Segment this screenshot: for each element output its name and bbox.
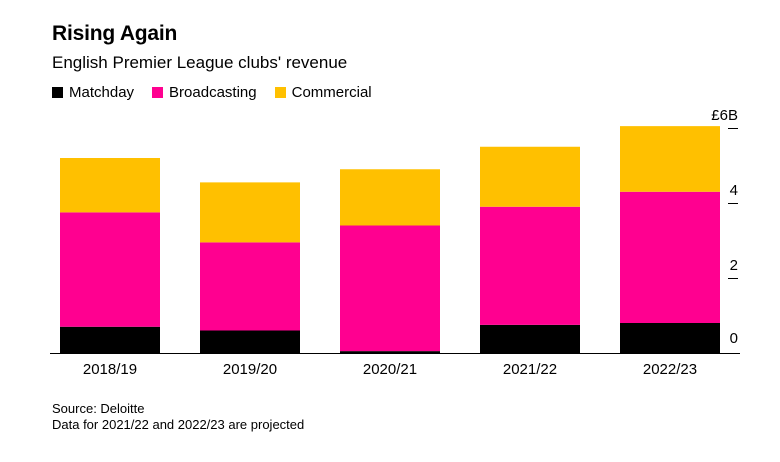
chart-footer: Source: Deloitte Data for 2021/22 and 20… bbox=[52, 401, 304, 433]
bar-matchday-2022-23 bbox=[620, 323, 720, 353]
bar-commercial-2019-20 bbox=[200, 182, 300, 243]
x-tick-label: 2021/22 bbox=[503, 361, 557, 378]
x-tick-label: 2019/20 bbox=[223, 361, 277, 378]
bar-broadcasting-2018-19 bbox=[60, 212, 160, 327]
legend-label-matchday: Matchday bbox=[69, 84, 135, 101]
bar-broadcasting-2019-20 bbox=[200, 242, 300, 331]
legend-swatch-broadcasting bbox=[152, 87, 164, 98]
bar-broadcasting-2020-21 bbox=[340, 225, 440, 352]
legend-item-commercial: Commercial bbox=[274, 84, 372, 101]
chart-title: Rising Again bbox=[52, 22, 178, 45]
y-tick-label: £6B bbox=[711, 107, 738, 124]
chart-subtitle: English Premier League clubs' revenue bbox=[52, 53, 348, 72]
legend-swatch-matchday bbox=[52, 87, 63, 98]
x-tick-label: 2020/21 bbox=[363, 361, 417, 378]
y-tick-label: 0 bbox=[730, 330, 738, 347]
bar-broadcasting-2021-22 bbox=[480, 206, 580, 325]
legend-item-broadcasting: Broadcasting bbox=[152, 84, 257, 101]
y-tick-label: 4 bbox=[730, 182, 738, 199]
bar-commercial-2022-23 bbox=[620, 126, 720, 192]
x-tick-label: 2018/19 bbox=[83, 361, 137, 378]
bar-commercial-2020-21 bbox=[340, 169, 440, 226]
bar-broadcasting-2022-23 bbox=[620, 191, 720, 323]
legend-item-matchday: Matchday bbox=[52, 84, 134, 101]
legend-label-broadcasting: Broadcasting bbox=[169, 84, 257, 101]
bar-commercial-2021-22 bbox=[480, 146, 580, 207]
y-tick-label: 2 bbox=[730, 257, 738, 274]
bar-matchday-2020-21 bbox=[340, 351, 440, 353]
bar-matchday-2021-22 bbox=[480, 324, 580, 353]
bar-commercial-2018-19 bbox=[60, 158, 160, 213]
x-tick-label: 2022/23 bbox=[643, 361, 697, 378]
legend-swatch-commercial bbox=[274, 87, 286, 98]
legend-label-commercial: Commercial bbox=[291, 84, 372, 101]
bar-matchday-2019-20 bbox=[200, 330, 300, 353]
legend: Matchday Broadcasting Commercial bbox=[52, 84, 372, 101]
projection-note: Data for 2021/22 and 2022/23 are project… bbox=[52, 417, 305, 432]
bar-matchday-2018-19 bbox=[60, 326, 160, 353]
source-note: Source: Deloitte bbox=[52, 401, 145, 416]
